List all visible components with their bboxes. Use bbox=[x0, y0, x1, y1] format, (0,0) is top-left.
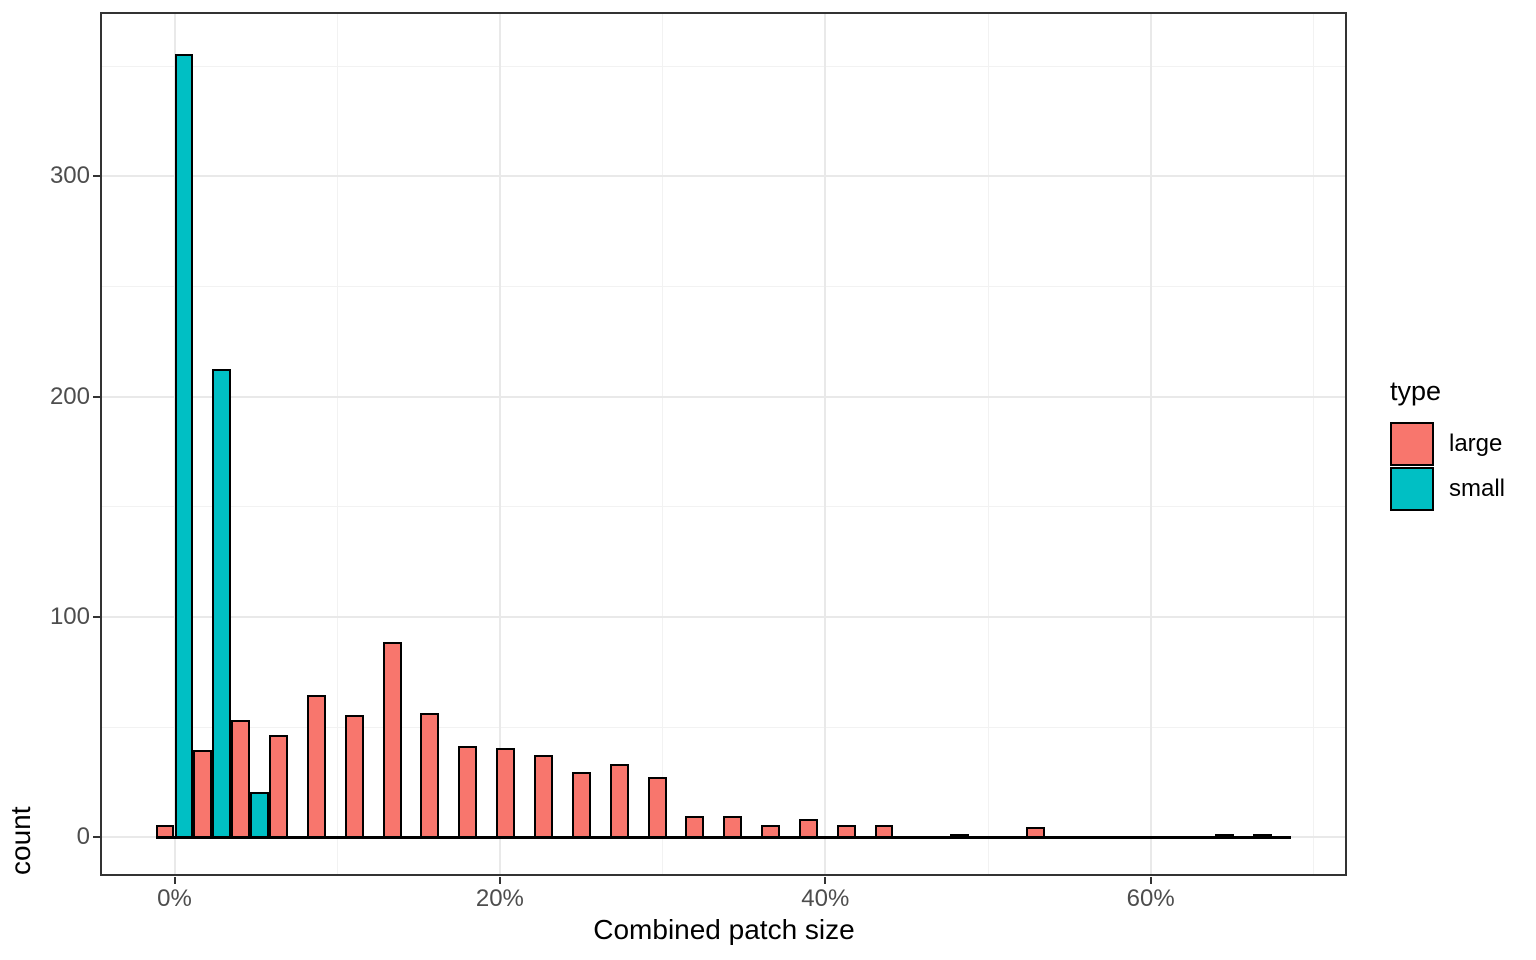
y-gridline-major bbox=[102, 615, 1346, 618]
y-tick-label: 200 bbox=[49, 382, 90, 410]
y-tick bbox=[93, 836, 101, 839]
bar-large-bin22 bbox=[950, 834, 970, 839]
x-tick-label: 60% bbox=[1126, 885, 1175, 912]
y-gridline-major bbox=[102, 175, 1346, 178]
bar-large-bin11 bbox=[534, 754, 553, 839]
legend-label: small bbox=[1449, 474, 1506, 502]
y-tick bbox=[93, 175, 101, 178]
bar-large-bin20 bbox=[874, 825, 894, 839]
x-tick-label: 20% bbox=[475, 885, 524, 912]
bar-small-bin3 bbox=[250, 792, 270, 839]
bar-large-bin10 bbox=[496, 748, 516, 839]
x-tick bbox=[1149, 877, 1152, 884]
x-tick bbox=[498, 877, 501, 884]
y-gridline-major bbox=[102, 395, 1346, 398]
bar-large-bin13 bbox=[609, 763, 629, 839]
bar-large-bin18 bbox=[798, 818, 818, 839]
bar-large-bin19 bbox=[836, 825, 856, 839]
x-gridline-minor bbox=[662, 14, 664, 875]
legend-entry-small: small bbox=[1390, 466, 1505, 511]
y-axis-title: count bbox=[5, 806, 36, 876]
y-gridline-minor bbox=[102, 506, 1346, 508]
bar-large-bin14 bbox=[647, 776, 667, 839]
x-tick bbox=[824, 877, 827, 884]
x-tick-label: 0% bbox=[157, 885, 192, 912]
bar-large-bin9 bbox=[458, 745, 478, 839]
legend-entry-large: large bbox=[1390, 421, 1505, 466]
legend-key-swatch-small bbox=[1390, 466, 1434, 511]
zero-count-baseline bbox=[155, 835, 1291, 839]
legend-label: large bbox=[1449, 429, 1503, 457]
y-tick bbox=[93, 615, 101, 618]
y-gridline-minor bbox=[102, 285, 1346, 287]
bar-large-bin1 bbox=[155, 825, 175, 839]
y-gridline-minor bbox=[102, 65, 1346, 67]
y-tick-label: 0 bbox=[76, 823, 90, 851]
bar-large-bin29 bbox=[1215, 834, 1235, 839]
bar-small-bin2 bbox=[212, 369, 232, 839]
x-gridline-minor bbox=[987, 14, 989, 875]
bar-small-bin1 bbox=[174, 54, 194, 839]
legend: type large small bbox=[1390, 376, 1505, 511]
x-gridline-minor bbox=[1312, 14, 1314, 875]
x-gridline-major bbox=[1149, 14, 1152, 875]
y-tick-label: 300 bbox=[49, 162, 90, 190]
bar-large-bin6 bbox=[344, 715, 364, 839]
x-gridline-minor bbox=[336, 14, 338, 875]
bar-large-bin8 bbox=[420, 712, 440, 839]
bar-large-bin30 bbox=[1252, 834, 1272, 839]
x-axis-title: Combined patch size bbox=[593, 914, 855, 945]
bar-large-bin12 bbox=[571, 772, 591, 839]
bar-large-bin3 bbox=[231, 719, 251, 839]
legend-entries: large small bbox=[1390, 421, 1505, 511]
bar-large-bin5 bbox=[306, 695, 326, 839]
bar-large-bin16 bbox=[723, 816, 743, 839]
y-gridline-minor bbox=[102, 726, 1346, 728]
legend-title: type bbox=[1390, 376, 1442, 406]
bar-large-bin17 bbox=[761, 825, 781, 839]
bar-large-bin7 bbox=[382, 642, 402, 839]
bar-large-bin4 bbox=[269, 734, 289, 839]
y-tick bbox=[93, 395, 101, 398]
plot-panel bbox=[102, 14, 1346, 875]
bar-large-bin2 bbox=[193, 750, 213, 839]
legend-key-swatch-large bbox=[1390, 421, 1434, 466]
x-gridline-major bbox=[498, 14, 501, 875]
bar-large-bin24 bbox=[1026, 827, 1045, 839]
x-gridline-major bbox=[824, 14, 827, 875]
bar-large-bin15 bbox=[685, 816, 705, 839]
y-tick-label: 100 bbox=[49, 602, 90, 630]
x-tick-label: 40% bbox=[801, 885, 850, 912]
x-tick bbox=[173, 877, 176, 884]
